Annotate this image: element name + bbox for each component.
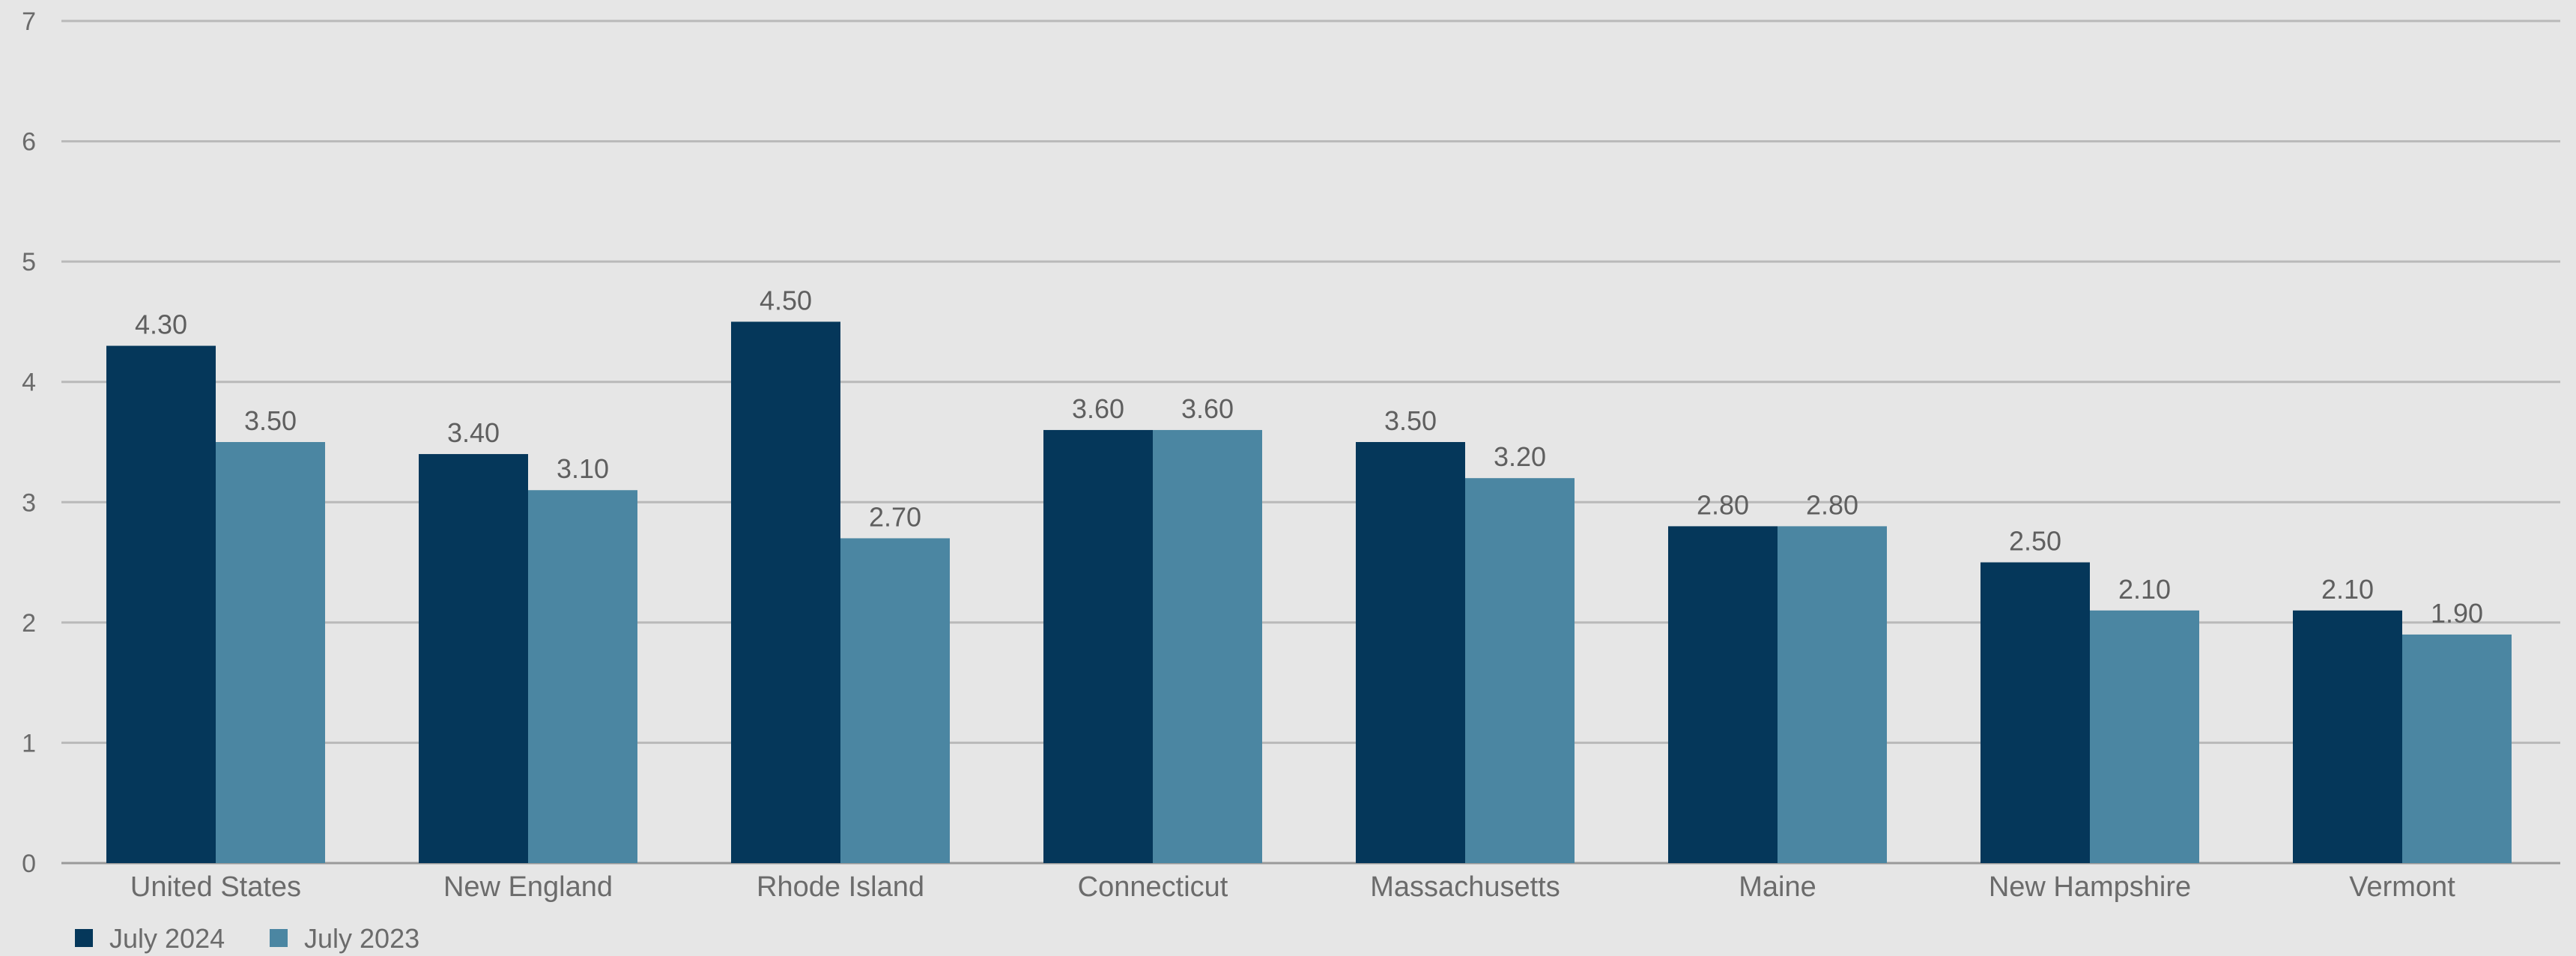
bar-july-2023-2: [840, 538, 950, 863]
data-label-1-4: 3.20: [1494, 441, 1546, 472]
data-label-0-6: 2.50: [2009, 526, 2061, 557]
data-label-0-5: 2.80: [1697, 489, 1749, 520]
y-tick-label-1: 1: [22, 729, 36, 757]
data-label-1-0: 3.50: [244, 405, 297, 436]
legend-label-0: July 2024: [109, 923, 225, 954]
legend-swatch-0: [75, 929, 93, 947]
x-tick-label-4: Massachusetts: [1370, 871, 1560, 903]
data-label-0-2: 4.50: [760, 285, 812, 315]
y-tick-label-0: 0: [22, 850, 36, 878]
bar-july-2024-7: [2293, 610, 2402, 863]
bar-july-2023-4: [1465, 478, 1575, 863]
data-label-1-7: 1.90: [2431, 598, 2483, 629]
bar-july-2023-1: [528, 490, 637, 863]
data-label-1-3: 3.60: [1181, 393, 1234, 424]
bar-july-2024-3: [1043, 429, 1153, 863]
data-labels: 4.30 3.50 3.40 3.10 4.50 2.70 3.60 3.60 3.50 3.20…: [135, 285, 2483, 628]
data-label-0-1: 3.40: [447, 417, 500, 448]
data-label-0-3: 3.60: [1072, 393, 1124, 424]
y-tick-label-2: 2: [22, 609, 36, 638]
legend: July 2024 July 2023: [75, 923, 419, 954]
bar-july-2024-5: [1668, 526, 1778, 863]
bar-july-2023-5: [1778, 526, 1887, 863]
bar-july-2023-6: [2090, 610, 2199, 863]
y-axis: 0 1 2 3 4 5 6 7: [22, 7, 36, 878]
y-tick-label-4: 4: [22, 369, 36, 397]
data-label-1-1: 3.10: [557, 453, 609, 484]
x-tick-label-0: United States: [130, 871, 301, 903]
y-tick-label-5: 5: [22, 248, 36, 276]
legend-swatch-1: [270, 929, 288, 947]
data-label-0-7: 2.10: [2321, 574, 2374, 605]
y-tick-label-3: 3: [22, 488, 36, 517]
data-label-1-6: 2.10: [2118, 574, 2171, 605]
y-tick-label-7: 7: [22, 7, 36, 36]
x-tick-label-5: Maine: [1739, 871, 1816, 903]
x-tick-label-6: New Hampshire: [1989, 871, 2191, 903]
x-tick-label-2: Rhode Island: [757, 871, 924, 903]
bar-july-2023-0: [216, 442, 325, 863]
data-label-0-4: 3.50: [1384, 405, 1437, 436]
bar-july-2023-3: [1153, 429, 1262, 863]
data-label-1-2: 2.70: [869, 501, 921, 532]
bar-july-2023-7: [2402, 634, 2512, 863]
x-axis: United States New England Rhode Island Conn…: [130, 871, 2455, 903]
bar-july-2024-0: [106, 345, 216, 863]
bar-july-2024-4: [1356, 442, 1465, 863]
bar-july-2024-2: [731, 321, 840, 863]
data-label-0-0: 4.30: [135, 309, 187, 340]
y-tick-label-6: 6: [22, 128, 36, 157]
legend-label-1: July 2023: [304, 923, 419, 954]
x-tick-label-3: Connecticut: [1078, 871, 1228, 903]
bar-july-2024-1: [419, 454, 528, 863]
data-label-1-5: 2.80: [1806, 489, 1858, 520]
bars: [106, 321, 2512, 863]
x-tick-label-7: Vermont: [2349, 871, 2455, 903]
bar-july-2024-6: [1981, 562, 2090, 863]
x-tick-label-1: New England: [443, 871, 613, 903]
